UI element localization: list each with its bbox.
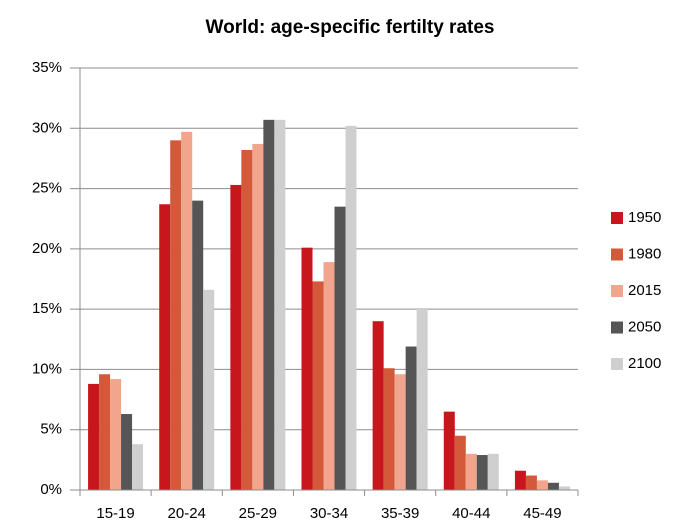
bar bbox=[536, 480, 548, 490]
bar bbox=[263, 119, 275, 491]
x-tick-label: 30-34 bbox=[310, 505, 348, 522]
bar bbox=[416, 307, 428, 490]
legend-label: 2015 bbox=[628, 282, 661, 299]
chart-title: World: age-specific fertilty rates bbox=[206, 17, 495, 38]
bar bbox=[110, 379, 122, 490]
bar bbox=[252, 143, 264, 490]
bar bbox=[312, 281, 324, 490]
x-tick-label: 15-19 bbox=[96, 505, 134, 522]
legend-swatch bbox=[611, 285, 623, 297]
bar bbox=[405, 346, 417, 490]
bar bbox=[170, 140, 182, 491]
bar bbox=[274, 119, 286, 491]
bar bbox=[301, 247, 313, 490]
bar bbox=[345, 125, 357, 491]
legend-swatch bbox=[611, 358, 623, 370]
bar bbox=[383, 368, 395, 490]
legend-label: 2050 bbox=[628, 318, 661, 335]
legend-swatch bbox=[611, 321, 623, 334]
y-tick-label: 25% bbox=[32, 180, 62, 197]
bar bbox=[203, 289, 215, 490]
bar bbox=[394, 374, 406, 490]
x-tick-label: 20-24 bbox=[168, 505, 206, 522]
y-tick-label: 30% bbox=[32, 119, 62, 136]
y-tick-label: 15% bbox=[32, 300, 62, 317]
bar bbox=[465, 453, 477, 490]
legend-swatch bbox=[611, 212, 623, 224]
bar bbox=[132, 444, 144, 490]
bar bbox=[525, 475, 537, 490]
y-tick-label: 20% bbox=[32, 240, 62, 257]
bar bbox=[476, 455, 488, 490]
x-tick-label: 35-39 bbox=[381, 505, 419, 522]
y-tick-label: 10% bbox=[32, 360, 62, 377]
x-tick-label: 45-49 bbox=[523, 505, 561, 522]
bar bbox=[241, 149, 253, 490]
x-tick-label: 40-44 bbox=[452, 505, 490, 522]
y-tick-label: 0% bbox=[40, 481, 62, 498]
x-tick-label: 25-29 bbox=[239, 505, 277, 522]
bar bbox=[121, 414, 133, 490]
bar bbox=[323, 262, 335, 490]
bar bbox=[99, 374, 111, 490]
bar bbox=[487, 453, 499, 490]
legend-label: 1980 bbox=[628, 245, 661, 262]
bar bbox=[159, 204, 171, 490]
bar bbox=[181, 131, 193, 490]
legend-label: 1950 bbox=[628, 209, 661, 226]
bar bbox=[443, 411, 455, 490]
bar bbox=[88, 383, 100, 490]
bar bbox=[454, 435, 466, 490]
bar bbox=[514, 470, 526, 490]
bar bbox=[558, 486, 570, 490]
legend-label: 2100 bbox=[628, 355, 661, 372]
legend-swatch bbox=[611, 248, 623, 261]
bar bbox=[334, 206, 346, 490]
y-tick-label: 5% bbox=[40, 421, 62, 438]
bar bbox=[547, 482, 559, 490]
bar bbox=[372, 321, 384, 490]
bar bbox=[230, 184, 242, 490]
y-tick-label: 35% bbox=[32, 59, 62, 76]
bar bbox=[192, 200, 204, 490]
